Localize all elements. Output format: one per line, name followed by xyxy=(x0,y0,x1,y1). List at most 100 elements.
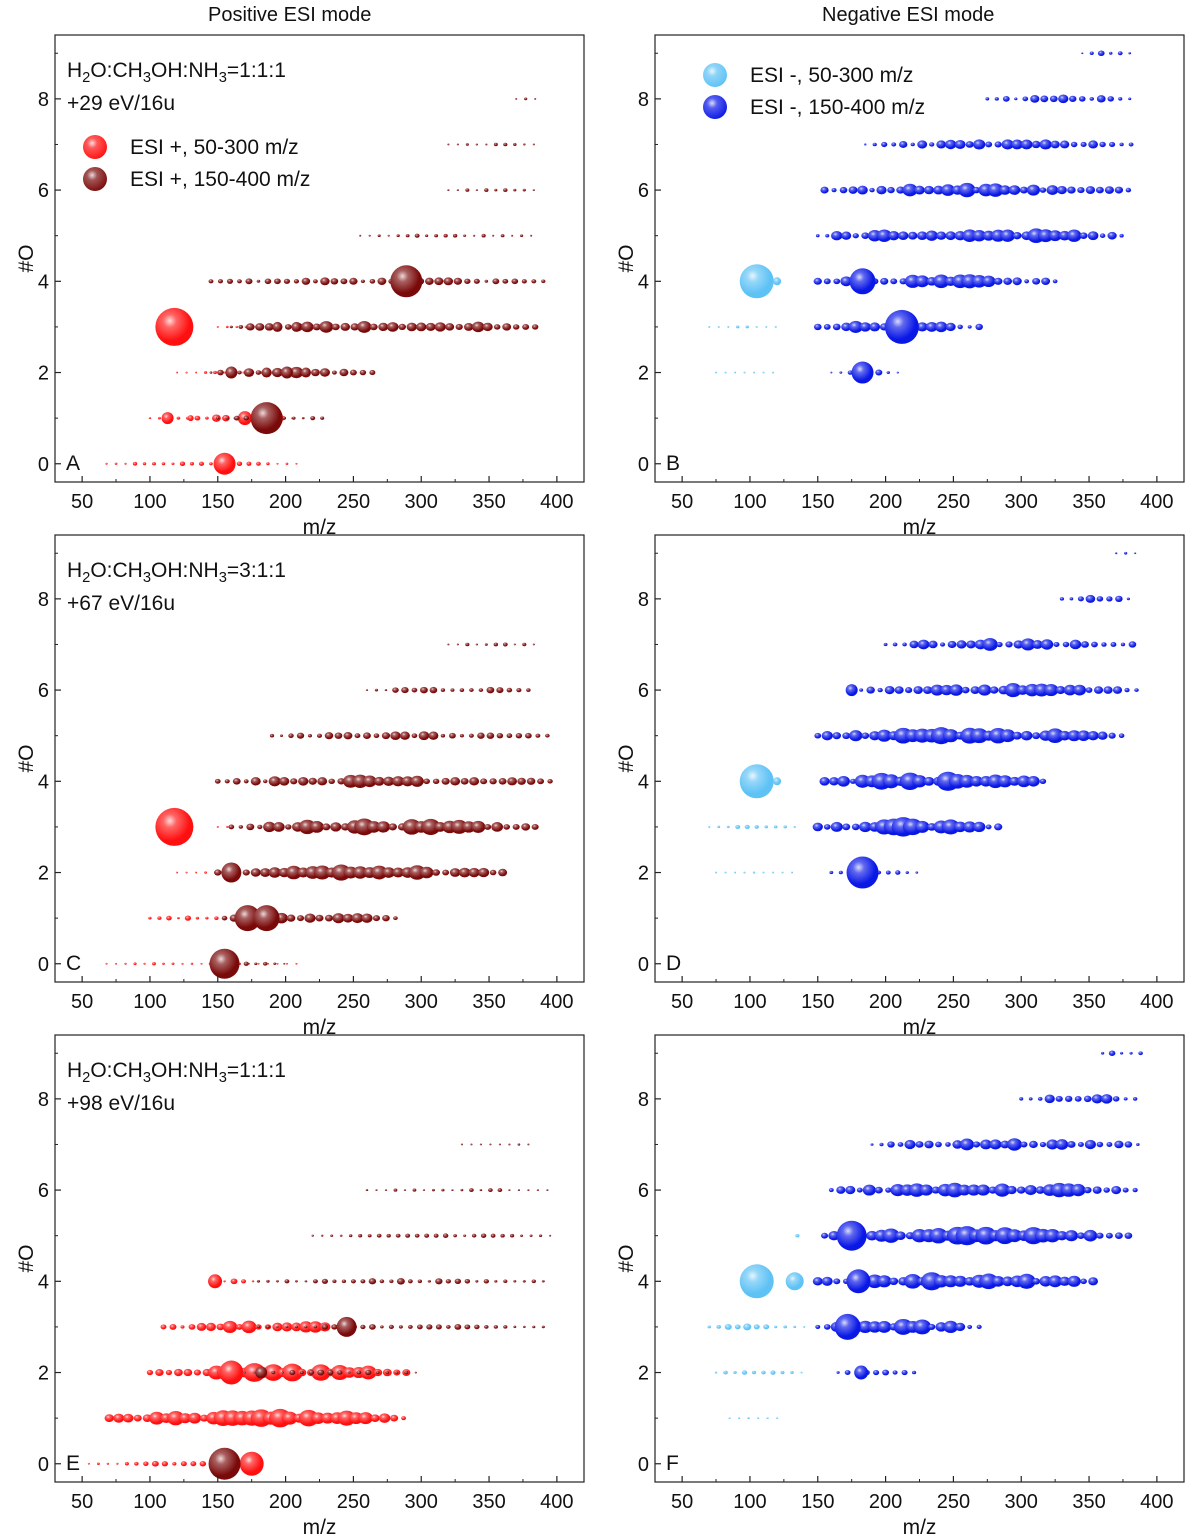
data-point xyxy=(917,231,928,241)
data-point xyxy=(517,777,526,785)
data-point xyxy=(985,824,992,830)
data-point xyxy=(449,868,461,877)
data-point xyxy=(910,142,915,147)
data-point xyxy=(523,143,526,146)
data-point xyxy=(427,1279,431,1283)
data-point xyxy=(194,415,201,421)
data-point xyxy=(383,776,395,786)
data-point xyxy=(1066,229,1082,242)
data-point xyxy=(917,140,928,149)
data-point xyxy=(122,1413,134,1423)
data-point-peak xyxy=(291,321,302,332)
data-point xyxy=(174,1368,183,1377)
data-point xyxy=(304,913,316,923)
data-point xyxy=(532,189,535,191)
data-point xyxy=(845,1185,856,1195)
data-point xyxy=(411,733,418,739)
data-point xyxy=(743,371,746,374)
y-tick-label: 6 xyxy=(38,180,49,202)
data-point xyxy=(237,370,242,375)
data-point xyxy=(273,962,277,965)
data-point xyxy=(304,1325,308,1329)
series-0 xyxy=(708,264,782,374)
data-point xyxy=(1112,686,1123,694)
data-point xyxy=(1056,185,1067,195)
data-point-peak xyxy=(255,1366,268,1379)
data-point xyxy=(763,1324,770,1330)
data-point xyxy=(830,371,833,374)
data-point xyxy=(851,823,860,831)
data-point xyxy=(423,778,430,785)
data-point xyxy=(755,326,758,328)
data-point xyxy=(897,1142,904,1147)
data-point xyxy=(546,1189,549,1191)
data-point xyxy=(869,322,881,332)
data-point xyxy=(934,321,948,333)
x-tick-label: 350 xyxy=(1072,991,1105,1013)
x-tick-label: 300 xyxy=(1005,1491,1038,1513)
data-point xyxy=(473,234,476,237)
data-point xyxy=(511,278,519,285)
data-point xyxy=(1053,641,1060,647)
data-point xyxy=(949,684,963,696)
data-point xyxy=(1088,140,1098,149)
data-point xyxy=(205,916,209,920)
data-point xyxy=(869,187,875,193)
data-point xyxy=(465,642,470,647)
data-point xyxy=(930,684,944,696)
data-point xyxy=(435,1278,443,1285)
data-point xyxy=(856,1187,863,1193)
data-point xyxy=(456,643,459,646)
data-point xyxy=(349,277,358,285)
data-point xyxy=(368,234,371,237)
data-point xyxy=(148,916,152,920)
data-point xyxy=(250,777,261,786)
panel-letter: C xyxy=(66,952,81,975)
data-point xyxy=(734,1324,741,1330)
x-tick-label: 400 xyxy=(1140,991,1173,1013)
data-point xyxy=(1101,642,1107,647)
data-point xyxy=(246,823,255,831)
x-tick-label: 150 xyxy=(801,1491,834,1513)
data-point xyxy=(873,1369,880,1376)
data-point xyxy=(1125,187,1132,193)
data-point xyxy=(1052,279,1058,284)
data-point xyxy=(532,143,535,146)
data-point xyxy=(963,821,977,833)
data-point xyxy=(1138,1051,1143,1056)
data-point xyxy=(841,231,852,240)
data-point xyxy=(1038,229,1054,243)
x-tick-label: 250 xyxy=(337,491,370,513)
data-point xyxy=(200,1414,209,1422)
data-point xyxy=(1069,95,1077,102)
data-point xyxy=(814,732,822,739)
data-point xyxy=(829,870,834,875)
data-point xyxy=(1123,1097,1128,1101)
data-point xyxy=(264,323,274,331)
data-point xyxy=(766,1417,769,1420)
series-1 xyxy=(812,551,1139,889)
data-point xyxy=(372,915,381,922)
y-tick-label: 2 xyxy=(638,1363,649,1385)
data-point xyxy=(981,275,996,288)
x-tick-label: 250 xyxy=(937,1491,970,1513)
data-point xyxy=(342,913,354,923)
data-point xyxy=(1089,96,1095,101)
data-point xyxy=(521,279,527,284)
data-point xyxy=(398,323,406,331)
y-tick-label: 8 xyxy=(638,589,649,611)
data-point xyxy=(967,1324,973,1329)
data-point xyxy=(1039,187,1047,193)
data-point xyxy=(839,186,848,194)
data-point xyxy=(522,188,526,192)
data-point xyxy=(354,733,361,739)
data-point xyxy=(717,326,720,328)
data-point xyxy=(440,688,446,692)
x-tick-label: 100 xyxy=(733,1491,766,1513)
data-point xyxy=(477,732,485,739)
data-point xyxy=(183,1368,193,1377)
data-point xyxy=(1055,1139,1069,1150)
data-point xyxy=(206,1322,216,1332)
data-point xyxy=(243,1371,246,1374)
data-point xyxy=(481,233,486,238)
